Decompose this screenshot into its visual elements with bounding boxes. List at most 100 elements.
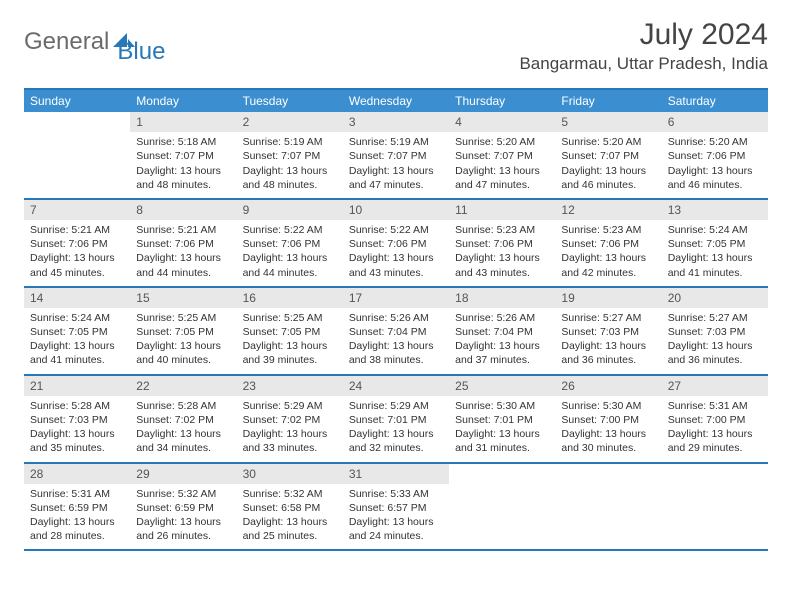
calendar: SundayMondayTuesdayWednesdayThursdayFrid… (24, 88, 768, 551)
week-row: 1Sunrise: 5:18 AMSunset: 7:07 PMDaylight… (24, 112, 768, 200)
daylight-line: Daylight: 13 hours and 32 minutes. (349, 427, 443, 455)
day-number: 19 (555, 288, 661, 308)
sunset-line: Sunset: 7:06 PM (349, 237, 443, 251)
sunrise-line: Sunrise: 5:20 AM (668, 135, 762, 149)
day-cell: 15 Sunrise: 5:25 AMSunset: 7:05 PMDayligh… (130, 288, 236, 374)
day-number: 24 (343, 376, 449, 396)
sunrise-line: Sunrise: 5:20 AM (561, 135, 655, 149)
sunrise-line: Sunrise: 5:19 AM (243, 135, 337, 149)
sunset-line: Sunset: 7:05 PM (30, 325, 124, 339)
sunrise-line: Sunrise: 5:22 AM (349, 223, 443, 237)
daylight-line: Daylight: 13 hours and 46 minutes. (668, 164, 762, 192)
day-number: 22 (130, 376, 236, 396)
day-cell: 24 Sunrise: 5:29 AMSunset: 7:01 PMDayligh… (343, 376, 449, 462)
sun-info: Sunrise: 5:22 AMSunset: 7:06 PMDaylight:… (243, 223, 337, 280)
sunset-line: Sunset: 7:06 PM (243, 237, 337, 251)
sunset-line: Sunset: 7:01 PM (349, 413, 443, 427)
day-number: 9 (237, 200, 343, 220)
day-of-week-cell: Saturday (662, 90, 768, 112)
sunset-line: Sunset: 7:05 PM (136, 325, 230, 339)
day-cell: 16Sunrise: 5:25 AMSunset: 7:05 PMDayligh… (237, 288, 343, 374)
week-row: 7Sunrise: 5:21 AMSunset: 7:06 PMDaylight… (24, 200, 768, 288)
day-number: 29 (130, 464, 236, 484)
logo-text-blue: Blue (117, 38, 165, 66)
day-number: 21 (24, 376, 130, 396)
day-of-week-cell: Friday (555, 90, 661, 112)
sun-info: Sunrise: 5:25 AMSunset: 7:05 PMDaylight:… (136, 311, 230, 368)
sunset-line: Sunset: 7:03 PM (668, 325, 762, 339)
daylight-line: Daylight: 13 hours and 36 minutes. (668, 339, 762, 367)
day-number: 13 (662, 200, 768, 220)
day-cell: 7 Sunrise: 5:21 AMSunset: 7:06 PMDaylight… (24, 200, 130, 286)
day-of-week-cell: Sunday (24, 90, 130, 112)
sun-info: Sunrise: 5:21 AMSunset: 7:06 PMDaylight:… (30, 223, 124, 280)
sunrise-line: Sunrise: 5:21 AM (30, 223, 124, 237)
daylight-line: Daylight: 13 hours and 31 minutes. (455, 427, 549, 455)
daylight-line: Daylight: 13 hours and 48 minutes. (243, 164, 337, 192)
sunrise-line: Sunrise: 5:23 AM (455, 223, 549, 237)
sunset-line: Sunset: 6:58 PM (243, 501, 337, 515)
sun-info: Sunrise: 5:26 AMSunset: 7:04 PMDaylight:… (349, 311, 443, 368)
sunset-line: Sunset: 7:06 PM (455, 237, 549, 251)
daylight-line: Daylight: 13 hours and 34 minutes. (136, 427, 230, 455)
week-row: 14Sunrise: 5:24 AMSunset: 7:05 PMDayligh… (24, 288, 768, 376)
sunset-line: Sunset: 7:03 PM (561, 325, 655, 339)
sun-info: Sunrise: 5:30 AMSunset: 7:01 PMDaylight:… (455, 399, 549, 456)
sunset-line: Sunset: 7:07 PM (243, 149, 337, 163)
day-number: 15 (130, 288, 236, 308)
day-of-week-cell: Wednesday (343, 90, 449, 112)
daylight-line: Daylight: 13 hours and 33 minutes. (243, 427, 337, 455)
header: General Blue July 2024 Bangarmau, Uttar … (0, 0, 792, 82)
day-cell: 13Sunrise: 5:24 AMSunset: 7:05 PMDayligh… (662, 200, 768, 286)
location: Bangarmau, Uttar Pradesh, India (519, 54, 768, 74)
sun-info: Sunrise: 5:23 AMSunset: 7:06 PMDaylight:… (561, 223, 655, 280)
sun-info: Sunrise: 5:25 AMSunset: 7:05 PMDaylight:… (243, 311, 337, 368)
sunrise-line: Sunrise: 5:21 AM (136, 223, 230, 237)
daylight-line: Daylight: 13 hours and 47 minutes. (455, 164, 549, 192)
day-of-week-cell: Tuesday (237, 90, 343, 112)
day-cell: 29Sunrise: 5:32 AMSunset: 6:59 PMDayligh… (130, 464, 236, 550)
sun-info: Sunrise: 5:26 AMSunset: 7:04 PMDaylight:… (455, 311, 549, 368)
day-cell: 12Sunrise: 5:23 AMSunset: 7:06 PMDayligh… (555, 200, 661, 286)
sunrise-line: Sunrise: 5:27 AM (668, 311, 762, 325)
day-cell: 26Sunrise: 5:30 AMSunset: 7:00 PMDayligh… (555, 376, 661, 462)
day-cell: 11Sunrise: 5:23 AMSunset: 7:06 PMDayligh… (449, 200, 555, 286)
day-cell: 31Sunrise: 5:33 AMSunset: 6:57 PMDayligh… (343, 464, 449, 550)
day-cell: 28Sunrise: 5:31 AMSunset: 6:59 PMDayligh… (24, 464, 130, 550)
day-cell: 3Sunrise: 5:19 AMSunset: 7:07 PMDaylight… (343, 112, 449, 198)
day-number: 8 (130, 200, 236, 220)
sunrise-line: Sunrise: 5:22 AM (243, 223, 337, 237)
sunset-line: Sunset: 7:03 PM (30, 413, 124, 427)
sunrise-line: Sunrise: 5:28 AM (30, 399, 124, 413)
day-cell: 10 Sunrise: 5:22 AMSunset: 7:06 PMDayligh… (343, 200, 449, 286)
daylight-line: Daylight: 13 hours and 26 minutes. (136, 515, 230, 543)
title-block: July 2024 Bangarmau, Uttar Pradesh, Indi… (519, 18, 768, 74)
sunset-line: Sunset: 7:07 PM (136, 149, 230, 163)
sunrise-line: Sunrise: 5:30 AM (561, 399, 655, 413)
sunrise-line: Sunrise: 5:25 AM (243, 311, 337, 325)
daylight-line: Daylight: 13 hours and 44 minutes. (136, 251, 230, 279)
sunset-line: Sunset: 7:04 PM (455, 325, 549, 339)
sun-info: Sunrise: 5:18 AMSunset: 7:07 PMDaylight:… (136, 135, 230, 192)
logo-text-general: General (24, 28, 109, 56)
sunrise-line: Sunrise: 5:18 AM (136, 135, 230, 149)
day-cell: 19Sunrise: 5:27 AMSunset: 7:03 PMDayligh… (555, 288, 661, 374)
day-number: 10 (343, 200, 449, 220)
sunset-line: Sunset: 7:06 PM (30, 237, 124, 251)
day-number: 14 (24, 288, 130, 308)
day-cell: 4Sunrise: 5:20 AMSunset: 7:07 PMDaylight… (449, 112, 555, 198)
sunrise-line: Sunrise: 5:29 AM (349, 399, 443, 413)
day-number: 7 (24, 200, 130, 220)
sunrise-line: Sunrise: 5:20 AM (455, 135, 549, 149)
day-number: 23 (237, 376, 343, 396)
day-of-week-cell: Monday (130, 90, 236, 112)
day-number: 1 (130, 112, 236, 132)
daylight-line: Daylight: 13 hours and 45 minutes. (30, 251, 124, 279)
sunrise-line: Sunrise: 5:23 AM (561, 223, 655, 237)
day-number: 2 (237, 112, 343, 132)
sun-info: Sunrise: 5:22 AMSunset: 7:06 PMDaylight:… (349, 223, 443, 280)
day-cell: 1 Sunrise: 5:18 AMSunset: 7:07 PMDaylight… (130, 112, 236, 198)
day-cell: 8Sunrise: 5:21 AMSunset: 7:06 PMDaylight… (130, 200, 236, 286)
daylight-line: Daylight: 13 hours and 28 minutes. (30, 515, 124, 543)
daylight-line: Daylight: 13 hours and 35 minutes. (30, 427, 124, 455)
